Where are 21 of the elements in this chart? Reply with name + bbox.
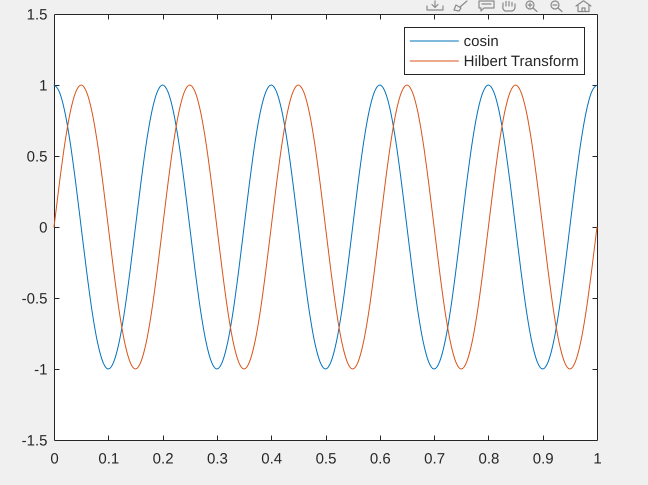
y-tick-label: 0.5 bbox=[26, 148, 48, 166]
y-tick-label: -1.5 bbox=[22, 432, 48, 450]
y-tick-label: 1 bbox=[39, 78, 48, 94]
y-tick-label: 0 bbox=[39, 220, 48, 236]
x-tick-label: 0.1 bbox=[98, 450, 120, 468]
x-tick-label: 1 bbox=[593, 450, 602, 468]
x-tick-label: 0 bbox=[50, 450, 59, 468]
x-tick-label: 0.8 bbox=[478, 450, 500, 468]
x-tick-label: 0.3 bbox=[206, 450, 228, 468]
x-tick-label: 0.4 bbox=[261, 450, 282, 468]
x-tick-label: 0.7 bbox=[424, 450, 446, 468]
x-tick-label: 0.9 bbox=[532, 450, 554, 468]
y-tick-label: -0.5 bbox=[22, 290, 48, 308]
legend-label: Hilbert Transform bbox=[464, 53, 579, 70]
x-tick-label: 0.5 bbox=[316, 450, 336, 468]
x-tick-label: 0.6 bbox=[370, 450, 391, 468]
y-tick-label: 1.5 bbox=[26, 6, 48, 24]
legend-label: cosin bbox=[464, 33, 499, 50]
x-tick-label: 0.2 bbox=[152, 450, 174, 468]
line-series bbox=[54, 84, 598, 370]
y-tick-label: -1 bbox=[34, 362, 48, 378]
